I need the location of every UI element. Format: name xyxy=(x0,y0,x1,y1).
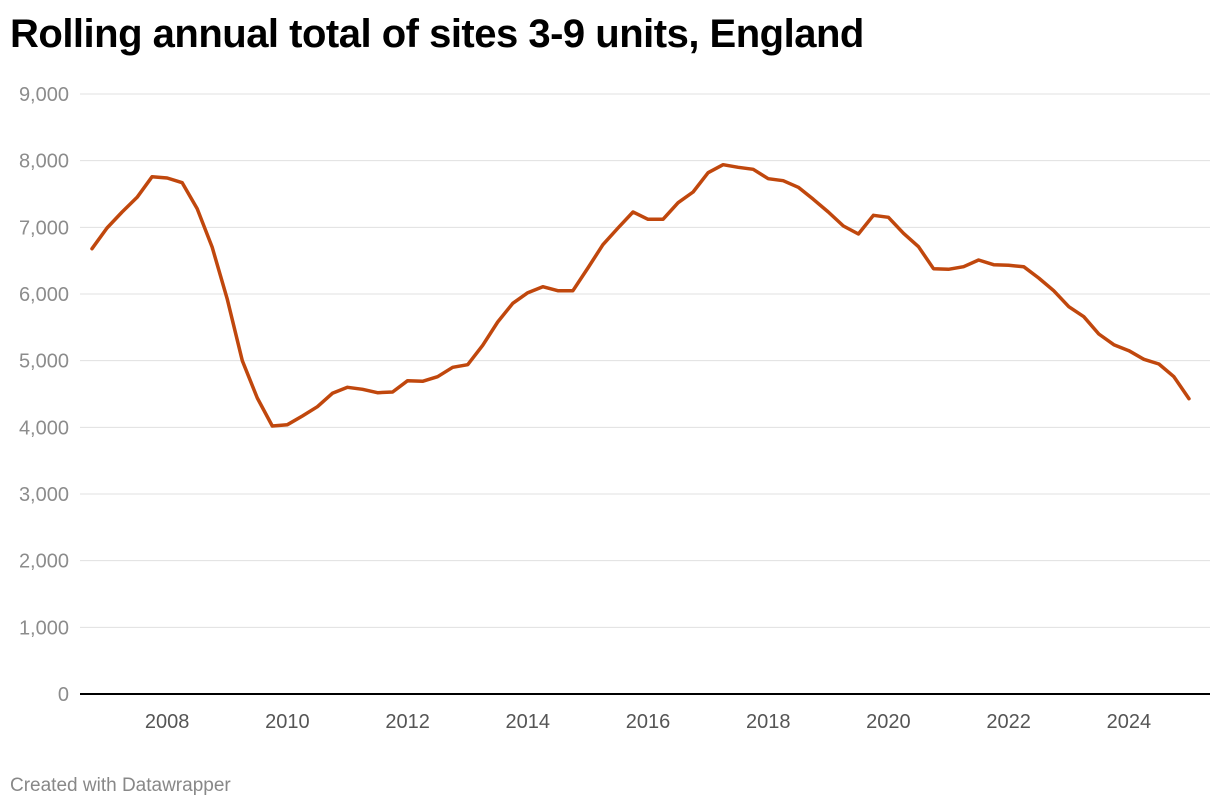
x-tick-label: 2012 xyxy=(385,711,430,733)
y-tick-label: 0 xyxy=(58,684,69,706)
x-tick-label: 2008 xyxy=(145,711,190,733)
y-tick-label: 8,000 xyxy=(19,151,69,173)
x-tick-label: 2022 xyxy=(986,711,1031,733)
series-lines xyxy=(90,162,1191,428)
y-gridlines xyxy=(80,93,1210,628)
x-tick-label: 2024 xyxy=(1107,711,1152,733)
series-line xyxy=(90,162,1191,428)
line-chart: 0 1,000 2,000 3,000 4,000 5,000 6,000 7,000 8,00… xyxy=(19,84,1210,733)
y-axis-tick-labels: 0 1,000 2,000 3,000 4,000 5,000 6,000 7,000 8,00… xyxy=(19,84,69,706)
y-tick-label: 6,000 xyxy=(19,284,69,306)
y-tick-label: 7,000 xyxy=(19,217,69,239)
y-tick-label: 3,000 xyxy=(19,484,69,506)
y-tick-label: 2,000 xyxy=(19,551,69,573)
x-tick-label: 2018 xyxy=(746,711,791,733)
x-tick-label: 2014 xyxy=(506,711,551,733)
y-tick-label: 4,000 xyxy=(19,417,69,439)
x-tick-label: 2010 xyxy=(265,711,310,733)
x-tick-label: 2020 xyxy=(866,711,911,733)
x-axis-tick-labels: 2008 2010 2012 2014 2016 2018 2020 2022 2024 xyxy=(145,711,1151,733)
y-tick-label: 5,000 xyxy=(19,351,69,373)
y-tick-label: 9,000 xyxy=(19,84,69,106)
x-tick-label: 2016 xyxy=(626,711,671,733)
y-tick-label: 1,000 xyxy=(19,617,69,639)
chart-title: Rolling annual total of sites 3-9 units,… xyxy=(10,12,864,56)
datawrapper-credit: Created with Datawrapper xyxy=(10,775,231,796)
